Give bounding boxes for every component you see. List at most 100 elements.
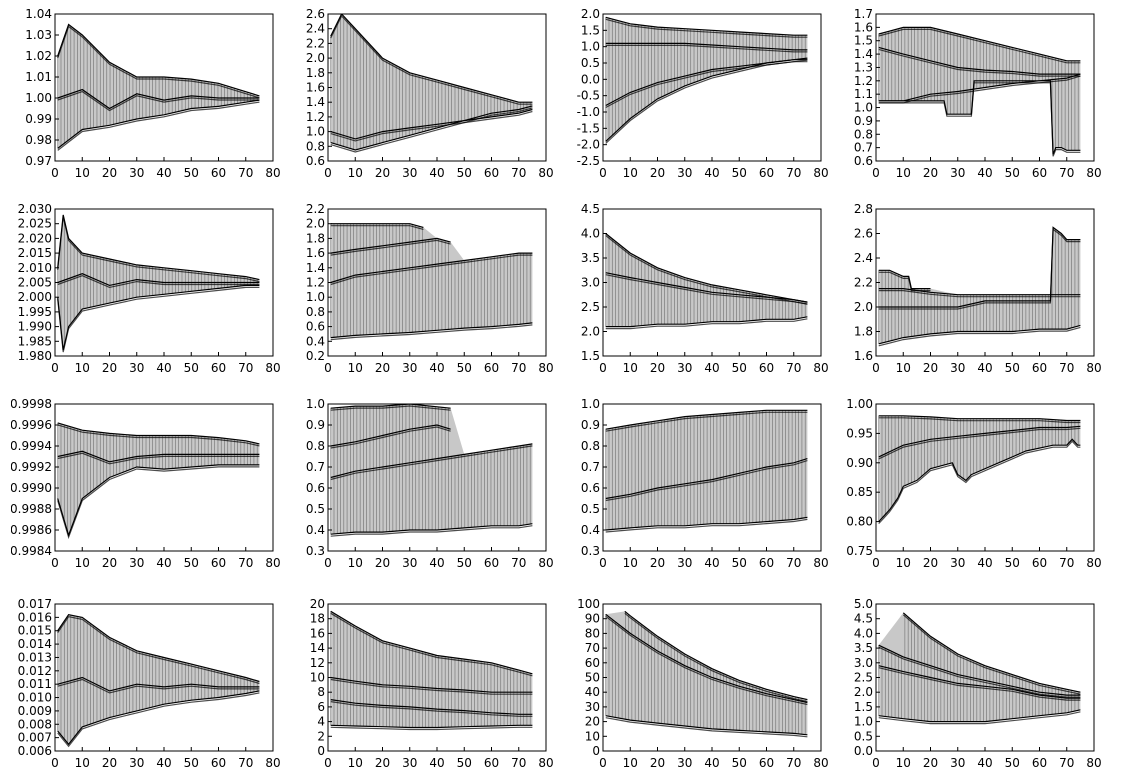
series-line-1	[57, 422, 260, 445]
y-tick-label: -2.0	[577, 138, 600, 152]
x-tick-label: 10	[75, 361, 90, 375]
y-tick-label: 1.8	[854, 325, 873, 339]
x-tick-label: 10	[348, 361, 363, 375]
chart-panel-2: 0.60.81.01.21.41.61.82.02.22.42.6 0 10 20 30…	[306, 7, 554, 180]
x-tick-label: 50	[457, 166, 472, 180]
series-line-2	[330, 237, 451, 254]
x-tick-label: 50	[184, 756, 199, 770]
x-tick-label: 80	[813, 556, 828, 570]
x-tick-label: 30	[129, 556, 144, 570]
y-tick-label: 70	[585, 641, 600, 655]
y-tick-label: 2.4	[854, 251, 873, 265]
y-tick-label: 0.90	[846, 456, 873, 470]
y-tick-label: -1.0	[577, 105, 600, 119]
spread-area	[605, 233, 808, 327]
y-tick-label: 1.990	[18, 320, 52, 334]
series-line-2-band	[878, 646, 1081, 698]
series-line-1	[57, 23, 260, 97]
series-line-2-band	[57, 101, 260, 151]
series-line-4-band	[330, 324, 533, 341]
x-tick-label: 30	[950, 756, 965, 770]
y-tick-label: 1.0	[854, 101, 873, 115]
y-tick-label: 100	[577, 597, 600, 611]
series-line-2-band	[878, 427, 1081, 460]
x-tick-label: 40	[977, 166, 992, 180]
x-tick-label: 20	[923, 556, 938, 570]
series-line-2	[605, 42, 808, 51]
y-tick-label: 0.9986	[11, 523, 52, 537]
x-tick-label: 10	[348, 556, 363, 570]
y-tick-label: 0.6	[854, 154, 873, 168]
x-tick-label: 80	[538, 361, 553, 375]
y-tick-label: 1.0	[581, 397, 600, 411]
series-line-1	[605, 16, 808, 36]
y-tick-label: 1.8	[306, 231, 325, 245]
x-tick-label: 20	[102, 556, 117, 570]
chart-panel-8: 1.6 1.8 2.0 2.2 2.4 2.6 2.8 0 10 20 30 40 50 60 70 80	[854, 202, 1102, 375]
y-tick-label: 3.5	[581, 251, 600, 265]
series-line-3-band	[330, 701, 533, 717]
y-tick-label: 1.6	[306, 81, 325, 95]
y-tick-label: 18	[310, 612, 325, 626]
y-tick-label: 1.980	[18, 349, 52, 363]
y-tick-label: 0.8	[306, 305, 325, 319]
y-tick-label: 2.4	[306, 22, 325, 36]
y-tick-label: 0.8	[306, 439, 325, 453]
series-line-4-band	[605, 59, 808, 144]
series-line-3	[605, 316, 808, 328]
y-tick-label: 0.9996	[11, 418, 52, 432]
chart-panel-9: 0.9984 0.9986 0.9988 0.9990 0.9992 0.9994 0.99…	[11, 397, 281, 570]
series-line-2	[605, 458, 808, 500]
x-tick-label: 80	[265, 361, 280, 375]
x-tick-label: 60	[211, 166, 226, 180]
y-tick-label: 0.8	[854, 127, 873, 141]
y-tick-label: -2.5	[577, 154, 600, 168]
y-tick-label: 2.2	[854, 276, 873, 290]
series-line-3-band	[57, 678, 260, 694]
series-line-4	[330, 322, 533, 339]
x-tick-label: 10	[348, 166, 363, 180]
series-line-1	[330, 404, 451, 409]
y-tick-label: 0.7	[854, 141, 873, 155]
x-tick-label: 70	[238, 756, 253, 770]
y-tick-label: 2.0	[581, 7, 600, 21]
y-tick-label: 2.0	[306, 217, 325, 231]
x-tick-label: 70	[511, 756, 526, 770]
chart-panel-16: 0.00.51.01.52.02.53.03.54.04.55.0 0 10 20 30…	[854, 597, 1102, 770]
series-line-4	[878, 80, 1081, 155]
x-tick-label: 60	[759, 361, 774, 375]
x-tick-label: 20	[923, 756, 938, 770]
spread-area	[605, 410, 808, 530]
chart-panel-3: -2.5 -2.0 -1.5 -1.0 -0.5 0.0 0.5 1.0 1.5 2.0 0 10 20…	[577, 7, 829, 180]
x-tick-label: 50	[1005, 166, 1020, 180]
y-tick-label: 0.97	[25, 154, 52, 168]
y-tick-label: 2.2	[306, 202, 325, 216]
series-line-2	[330, 108, 533, 140]
series-line-4	[330, 724, 533, 729]
y-tick-label: 2.010	[18, 261, 52, 275]
y-tick-label: 3.0	[854, 656, 873, 670]
y-tick-label: 0.8	[306, 139, 325, 153]
x-tick-label: 80	[1086, 361, 1101, 375]
y-tick-label: 4.0	[581, 227, 600, 241]
series-line-4	[878, 269, 931, 290]
series-line-1-band	[57, 616, 260, 685]
series-line-2-band	[57, 286, 260, 353]
x-tick-label: 30	[677, 166, 692, 180]
x-tick-label: 20	[650, 756, 665, 770]
series-line-2-band	[330, 239, 451, 256]
x-tick-label: 60	[759, 756, 774, 770]
y-tick-label: 0.011	[18, 677, 52, 691]
x-tick-label: 50	[1005, 756, 1020, 770]
y-tick-label: 0.4	[306, 523, 325, 537]
y-tick-label: 2.020	[18, 231, 52, 245]
y-tick-label: 1.03	[25, 28, 52, 42]
x-tick-label: 70	[1059, 756, 1074, 770]
series-line-2	[57, 464, 260, 538]
series-line-3-band	[57, 452, 260, 465]
x-tick-label: 30	[950, 166, 965, 180]
y-tick-label: 1.2	[854, 74, 873, 88]
series-line-3-band	[878, 667, 1081, 701]
y-tick-label: 0.9988	[11, 502, 52, 516]
y-tick-label: 20	[585, 715, 600, 729]
